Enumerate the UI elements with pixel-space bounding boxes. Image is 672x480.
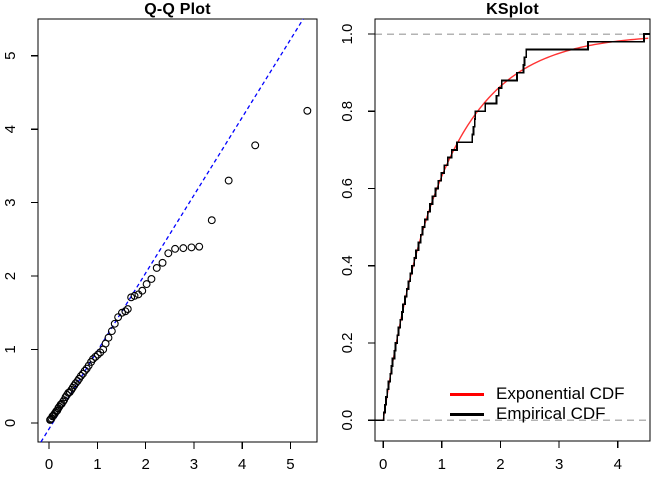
qq-data-point bbox=[158, 258, 167, 267]
ks-plot-title: KSplot bbox=[486, 1, 539, 18]
ks-guide-lines bbox=[375, 33, 650, 421]
qq-plot-title: Q-Q Plot bbox=[144, 1, 211, 18]
qq-data-point bbox=[195, 242, 204, 251]
qq-data-point bbox=[224, 176, 233, 185]
qq-data-point bbox=[77, 371, 85, 380]
ks-y-tick-label: 0.2 bbox=[339, 333, 356, 354]
ks-y-tick-label: 0.4 bbox=[339, 255, 356, 276]
qq-data-point bbox=[107, 327, 116, 336]
qq-data-point bbox=[89, 355, 97, 363]
ks-x-tick-label: 3 bbox=[555, 456, 563, 473]
qq-y-tick-label: 0 bbox=[2, 419, 19, 427]
ks-tick-labels: 0 1 2 3 4 0.0 0.2 0.4 0.6 0.8 1.0 bbox=[339, 24, 622, 473]
qq-y-tick-label: 3 bbox=[2, 198, 19, 206]
ks-x-tick-label: 4 bbox=[614, 456, 622, 473]
ks-y-tick-label: 1.0 bbox=[339, 24, 356, 45]
qq-y-tick-label: 1 bbox=[2, 345, 19, 353]
qq-data-point bbox=[171, 244, 180, 253]
exponential-line-swatch bbox=[450, 392, 484, 396]
qq-data-point bbox=[80, 366, 89, 375]
qq-data-point bbox=[179, 244, 188, 253]
qq-reference-line bbox=[40, 18, 304, 443]
qq-data-point bbox=[147, 275, 156, 283]
qq-data-point bbox=[251, 141, 260, 150]
qq-data-point bbox=[187, 243, 196, 252]
ks-y-tick-label: 0.6 bbox=[339, 178, 356, 199]
qq-data-point bbox=[303, 106, 312, 115]
qq-tick-labels: 0 1 2 3 4 5 0 1 2 3 4 5 bbox=[2, 52, 295, 473]
qq-x-tick-label: 5 bbox=[286, 456, 294, 473]
qq-x-tick-label: 4 bbox=[238, 456, 246, 473]
legend-label-empirical: Empirical CDF bbox=[496, 404, 606, 423]
qq-x-tick-label: 3 bbox=[190, 456, 198, 473]
ks-x-tick-label: 1 bbox=[438, 456, 446, 473]
qq-data-point bbox=[142, 280, 151, 289]
legend-label-exponential: Exponential CDF bbox=[496, 384, 625, 403]
qq-data-point bbox=[104, 333, 113, 342]
qq-data-point bbox=[114, 313, 123, 322]
ks-axes bbox=[368, 18, 651, 448]
legend-item-empirical: Empirical CDF bbox=[448, 404, 625, 424]
qq-data-point bbox=[134, 290, 143, 299]
qq-data-point bbox=[164, 249, 173, 258]
qq-data-point bbox=[123, 305, 132, 314]
qq-data-point bbox=[91, 352, 100, 361]
qq-data-point bbox=[138, 286, 147, 295]
ks-y-tick-label: 0.8 bbox=[339, 101, 356, 122]
qq-y-tick-label: 2 bbox=[2, 272, 19, 280]
ks-x-tick-label: 0 bbox=[379, 456, 387, 473]
qq-data-point bbox=[152, 264, 161, 272]
ks-y-tick-label: 0.0 bbox=[339, 410, 356, 431]
ks-frame bbox=[374, 18, 651, 442]
qq-x-tick-label: 1 bbox=[93, 456, 101, 473]
qq-axes bbox=[31, 18, 318, 449]
qq-points bbox=[46, 106, 312, 424]
ks-empirical-cdf-steps bbox=[375, 33, 650, 422]
qq-data-point bbox=[93, 350, 102, 359]
qq-y-tick-label: 4 bbox=[2, 125, 19, 133]
empirical-line-swatch bbox=[450, 412, 484, 416]
qq-x-tick-label: 2 bbox=[141, 456, 149, 473]
qq-data-point bbox=[59, 397, 68, 406]
qq-data-point bbox=[130, 291, 139, 300]
qq-data-point bbox=[110, 319, 119, 328]
legend-item-exponential: Exponential CDF bbox=[448, 384, 625, 404]
ks-x-tick-label: 2 bbox=[496, 456, 504, 473]
qq-data-point bbox=[207, 216, 216, 225]
qq-data-point bbox=[121, 307, 130, 316]
qq-y-tick-label: 5 bbox=[2, 52, 19, 60]
ks-legend: Exponential CDF Empirical CDF bbox=[448, 384, 625, 424]
qq-x-tick-label: 0 bbox=[45, 456, 53, 473]
qq-frame bbox=[37, 18, 318, 443]
